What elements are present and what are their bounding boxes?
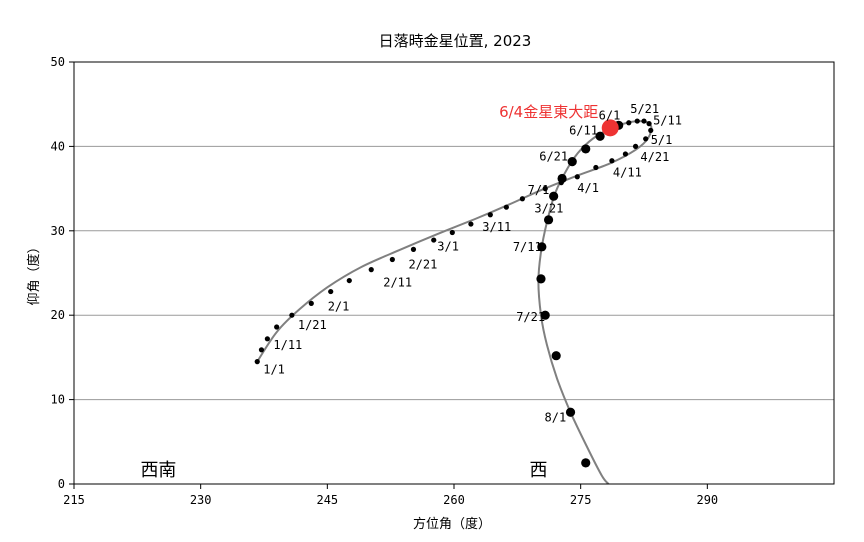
small-point-6 — [328, 288, 334, 295]
large-points — [536, 120, 624, 468]
y-axis-ticks: 0 10 20 30 40 50 — [51, 55, 74, 491]
grid-lines — [74, 61, 834, 485]
y-tick-label-40: 40 — [51, 139, 65, 153]
small-point-15 — [503, 204, 509, 210]
date-label-5: 2/21 — [408, 257, 437, 271]
date-label-16: 6/11 — [569, 123, 598, 137]
small-point-4 — [289, 312, 295, 318]
y-tick-label-30: 30 — [51, 224, 65, 238]
date-label-0: 1/1 — [263, 363, 285, 377]
date-label-10: 4/11 — [613, 166, 642, 180]
date-label-14: 5/21 — [630, 102, 659, 116]
y-tick-label-50: 50 — [51, 55, 65, 69]
direction-label-0: 西南 — [140, 460, 176, 481]
small-point-7 — [346, 277, 352, 284]
small-point-29 — [626, 120, 632, 126]
small-point-16 — [519, 196, 526, 202]
date-label-13: 5/11 — [653, 114, 682, 128]
venus-track-line — [256, 120, 653, 485]
date-label-1: 1/11 — [273, 338, 302, 352]
small-point-5 — [308, 300, 314, 306]
small-point-12 — [449, 229, 455, 236]
date-labels: 1/1 1/11 1/212/1 2/11 2/213/1 3/11 3/21 4/1 4/11… — [263, 102, 682, 424]
direction-label-1: 西 — [529, 460, 547, 481]
small-point-28 — [634, 118, 640, 124]
y-tick-label-10: 10 — [51, 393, 65, 407]
small-point-0 — [254, 359, 260, 365]
date-label-21: 8/1 — [545, 410, 567, 424]
small-point-8 — [368, 267, 374, 273]
large-point-8 — [536, 274, 546, 284]
small-point-13 — [468, 221, 474, 227]
date-label-6: 3/1 — [437, 239, 459, 253]
x-tick-label-275: 275 — [570, 493, 592, 507]
date-label-11: 4/21 — [640, 150, 669, 164]
x-tick-label-290: 290 — [696, 493, 718, 507]
date-label-8: 3/21 — [534, 202, 563, 216]
small-point-21 — [609, 158, 615, 164]
greatest-elongation-point — [601, 119, 619, 137]
small-point-17 — [542, 186, 548, 192]
large-point-9 — [540, 310, 550, 320]
large-point-11 — [565, 407, 576, 417]
small-point-20 — [593, 164, 599, 171]
date-label-12: 5/1 — [651, 133, 673, 147]
y-tick-label-20: 20 — [51, 308, 65, 322]
date-label-4: 2/11 — [383, 276, 412, 290]
large-point-2 — [581, 144, 591, 154]
small-point-19 — [574, 174, 580, 180]
small-point-23 — [632, 143, 639, 149]
small-point-24 — [643, 136, 649, 142]
x-axis-ticks: 215 230 245 260 275 290 — [63, 484, 718, 507]
small-point-26 — [646, 121, 652, 127]
small-point-3 — [274, 324, 280, 330]
date-label-2: 1/21 — [298, 318, 327, 332]
small-point-1 — [258, 347, 265, 353]
large-point-5 — [549, 191, 559, 201]
date-label-15: 6/1 — [599, 108, 621, 122]
small-points — [254, 118, 654, 365]
small-point-10 — [410, 246, 417, 252]
plot-frame — [73, 61, 835, 485]
small-point-2 — [264, 336, 270, 342]
x-tick-label-245: 245 — [316, 493, 338, 507]
date-label-9: 4/1 — [577, 181, 599, 195]
small-point-27 — [641, 118, 647, 124]
x-tick-label-215: 215 — [63, 493, 85, 507]
x-tick-label-260: 260 — [443, 493, 465, 507]
large-point-12 — [581, 458, 591, 468]
x-axis-label: 方位角（度） — [413, 516, 491, 532]
date-label-18: 7/1 — [528, 183, 550, 197]
small-point-22 — [622, 151, 629, 157]
large-point-10 — [551, 351, 561, 361]
chart-title: 日落時金星位置, 2023 — [379, 32, 532, 50]
x-tick-label-230: 230 — [190, 493, 212, 507]
large-point-3 — [567, 156, 577, 167]
greatest-elongation-label: 6/4金星東大距 — [499, 103, 598, 121]
y-axis-label: 仰角（度） — [26, 240, 42, 305]
large-point-4 — [557, 173, 567, 184]
date-label-20: 7/21 — [516, 310, 545, 324]
small-point-25 — [648, 127, 654, 133]
large-point-1 — [595, 131, 605, 141]
date-label-19: 7/11 — [513, 240, 542, 254]
date-label-7: 3/11 — [482, 220, 511, 234]
date-label-17: 6/21 — [539, 150, 568, 164]
date-label-3: 2/1 — [328, 300, 350, 314]
direction-labels: 西南 西 — [140, 460, 547, 481]
large-point-7 — [537, 242, 547, 252]
small-point-9 — [389, 256, 395, 263]
small-point-14 — [487, 212, 493, 218]
y-tick-label-0: 0 — [58, 477, 65, 491]
small-point-11 — [431, 237, 437, 243]
large-point-6 — [543, 215, 554, 225]
